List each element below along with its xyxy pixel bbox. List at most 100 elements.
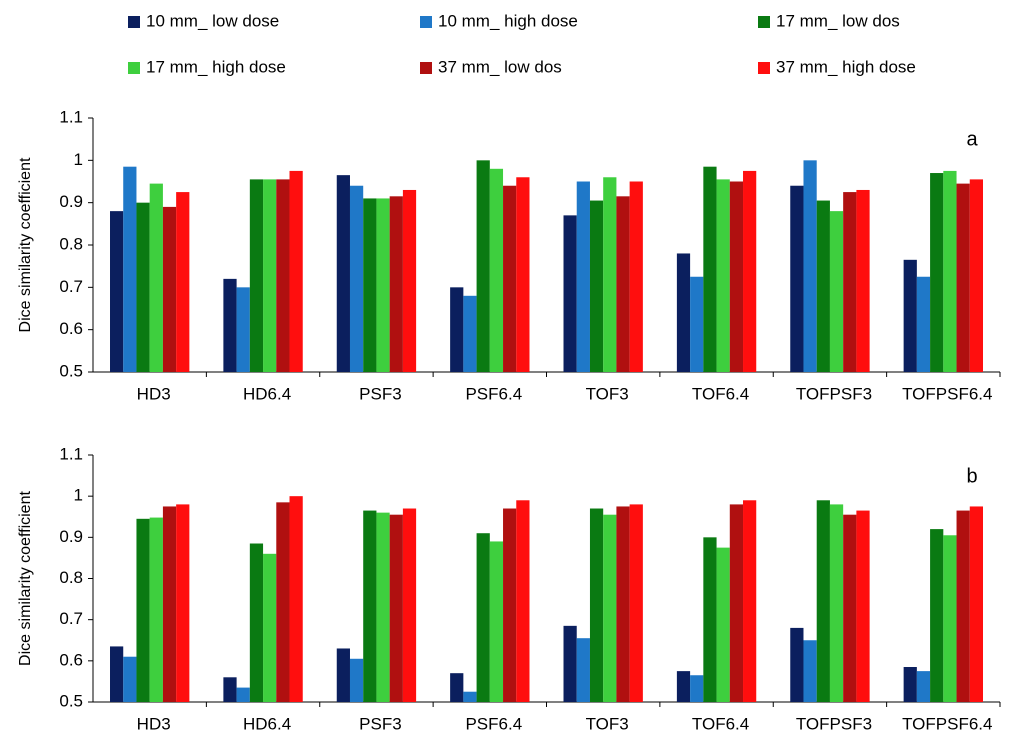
bar <box>463 691 477 702</box>
bar <box>176 504 190 702</box>
bar <box>402 189 417 372</box>
y-tick-label: 0.8 <box>59 568 83 587</box>
bar <box>969 179 983 372</box>
bar <box>149 183 163 372</box>
bar <box>576 181 590 372</box>
bar <box>790 627 804 702</box>
bar <box>276 502 290 702</box>
y-tick-label: 0.7 <box>59 609 83 628</box>
bar <box>236 687 250 702</box>
legend-swatch <box>758 16 770 28</box>
bar <box>843 514 857 702</box>
bar <box>402 508 417 702</box>
bar <box>816 200 830 372</box>
bar <box>603 177 617 372</box>
x-tick-label: TOFPSF3 <box>796 714 872 733</box>
x-tick-label: TOF6.4 <box>692 714 749 733</box>
bar <box>803 160 817 372</box>
bar <box>176 192 190 372</box>
bar <box>123 656 137 702</box>
x-tick-label: PSF6.4 <box>465 384 522 403</box>
legend-swatch <box>128 16 140 28</box>
legend-swatch <box>758 62 770 74</box>
bar <box>489 168 504 372</box>
bar <box>162 506 177 702</box>
bar <box>589 200 604 372</box>
y-axis-label: Dice similarity coefficient <box>17 491 34 666</box>
bar <box>363 510 377 702</box>
bar <box>916 671 931 702</box>
bar <box>263 179 277 372</box>
bar <box>676 253 691 372</box>
legend-swatch <box>420 62 432 74</box>
bar <box>149 517 163 702</box>
bar <box>136 518 150 702</box>
x-tick-label: TOF3 <box>586 384 629 403</box>
bar <box>930 529 944 702</box>
bar <box>450 673 464 702</box>
bar <box>716 547 730 702</box>
bar <box>463 295 477 372</box>
bar <box>716 179 730 372</box>
x-tick-label: HD3 <box>137 384 171 403</box>
bar <box>389 196 403 372</box>
panel-label: a <box>966 128 978 150</box>
y-tick-label: 0.5 <box>59 691 83 710</box>
bar <box>969 506 983 702</box>
x-tick-label: TOF3 <box>586 714 629 733</box>
x-tick-label: TOF6.4 <box>692 384 749 403</box>
legend-swatch <box>420 16 432 28</box>
legend-label: 17 mm_ low dos <box>776 11 900 30</box>
bar <box>110 211 124 372</box>
y-tick-label: 1 <box>74 486 83 505</box>
bar <box>956 510 970 702</box>
y-axis-label: Dice similarity coefficient <box>17 157 34 332</box>
bar <box>563 625 577 702</box>
bar <box>363 198 377 372</box>
bar <box>629 504 643 702</box>
bar <box>489 541 504 702</box>
bar <box>943 535 957 702</box>
bar <box>110 646 124 702</box>
y-tick-label: 0.7 <box>59 277 83 296</box>
bar <box>223 677 237 702</box>
bar <box>829 504 844 702</box>
legend-swatch <box>128 62 140 74</box>
bar <box>916 276 931 372</box>
x-tick-label: PSF3 <box>359 384 402 403</box>
bar <box>503 508 517 702</box>
bar <box>690 276 704 372</box>
legend-label: 37 mm_ high dose <box>776 57 916 76</box>
bar <box>516 177 530 372</box>
x-tick-label: HD6.4 <box>243 384 291 403</box>
bar <box>576 638 590 702</box>
x-tick-label: TOFPSF6.4 <box>902 384 992 403</box>
bar <box>349 658 364 702</box>
bar <box>803 640 817 702</box>
bar <box>376 198 390 372</box>
bar <box>349 185 364 372</box>
y-tick-label: 1.1 <box>59 107 83 126</box>
bar <box>123 166 137 372</box>
bar <box>676 671 691 702</box>
y-tick-label: 0.9 <box>59 192 83 211</box>
legend-label: 10 mm_ high dose <box>438 11 578 30</box>
bar <box>249 543 264 702</box>
bar <box>503 185 517 372</box>
legend-label: 17 mm_ high dose <box>146 57 286 76</box>
bar <box>376 512 390 702</box>
y-tick-label: 0.6 <box>59 650 83 669</box>
y-tick-label: 0.8 <box>59 234 83 253</box>
bar <box>249 179 264 372</box>
x-tick-label: TOFPSF6.4 <box>902 714 992 733</box>
bar <box>743 170 757 372</box>
x-tick-label: PSF6.4 <box>465 714 522 733</box>
bar <box>629 181 643 372</box>
bar <box>856 189 870 372</box>
bar <box>603 514 617 702</box>
bar <box>930 173 944 372</box>
bar <box>589 508 604 702</box>
bar <box>476 160 490 372</box>
x-tick-label: HD6.4 <box>243 714 291 733</box>
